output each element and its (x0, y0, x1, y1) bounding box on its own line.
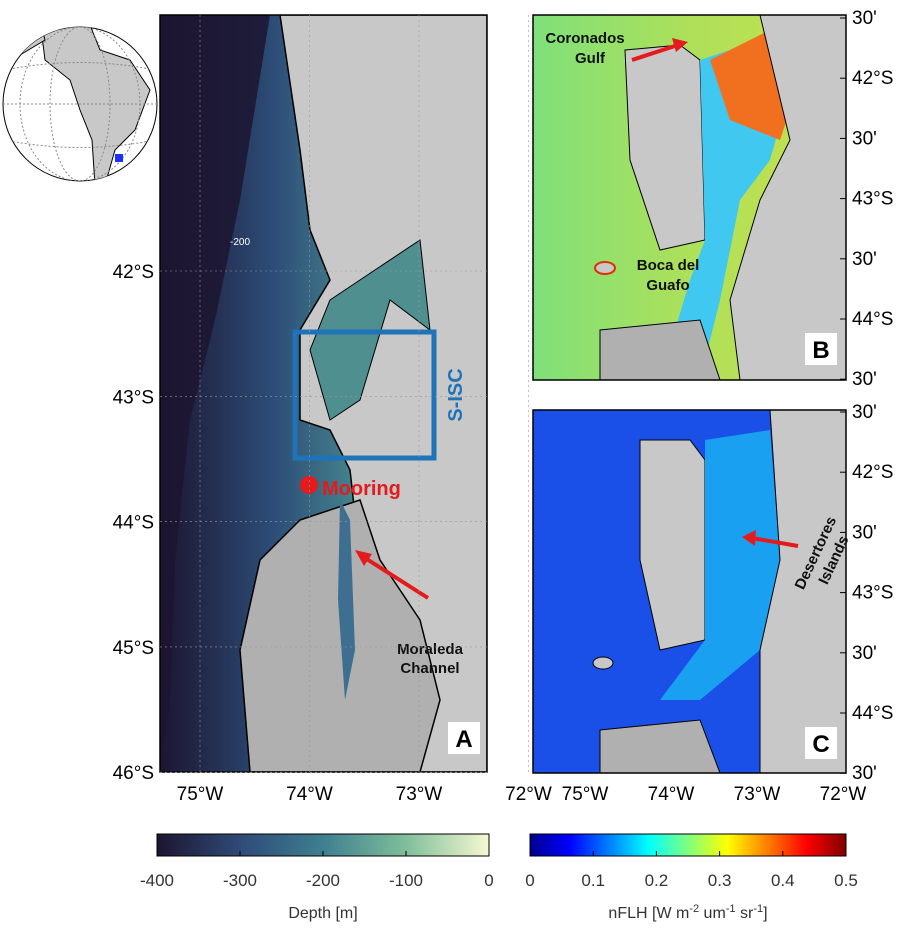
lat-tick-label: 46°S (113, 763, 154, 784)
panel-label: C (812, 731, 829, 758)
colorbar-tick-label: -400 (140, 871, 174, 890)
arrow-head (355, 550, 372, 566)
colorbar-tick-label: 0.1 (581, 871, 605, 890)
lat-tick-label: 42°S (852, 462, 893, 483)
depth-colorbar-label: Depth [m] (288, 905, 357, 922)
lat-tick-label: 44°S (852, 309, 893, 330)
lon-tick-label: 75°W (177, 784, 224, 805)
colorbar-tick-label: 0 (484, 871, 493, 890)
panel-b-map (533, 15, 846, 380)
mooring-label: Mooring (322, 478, 401, 500)
label-part: um (699, 905, 726, 922)
channel-label: Channel (400, 660, 459, 677)
lon-tick-label: 73°W (734, 784, 781, 805)
panel-a-map (160, 15, 487, 772)
panel-label: B (812, 337, 829, 364)
colorbar-tick-label: -100 (389, 871, 423, 890)
mooring-marker (300, 476, 318, 494)
colorbar-tick-label: -300 (223, 871, 257, 890)
lon-tick-label: 72°W (820, 784, 867, 805)
arrow-head (672, 38, 688, 52)
label-part: -1 (753, 903, 763, 915)
lat-tick-label: 30' (852, 522, 877, 543)
label-part: -1 (726, 903, 736, 915)
study-box (292, 329, 437, 461)
arrow (631, 43, 679, 62)
lat-tick-label: 30' (852, 763, 877, 784)
nflh-colorbar (529, 833, 847, 857)
label-part: -2 (689, 903, 699, 915)
boca-label: Guafo (646, 277, 689, 294)
nflh-colorbar-label: nFLH [W m-2 um-1 sr-1] (608, 903, 767, 922)
panel-label-bg (805, 333, 837, 365)
arrow-head (742, 530, 756, 546)
lon-tick-label: 74°W (648, 784, 695, 805)
channel-label: Moraleda (397, 641, 464, 658)
lat-tick-label: 30' (852, 8, 877, 29)
lon-tick-label: 72°W (505, 784, 552, 805)
lon-tick-label: 75°W (562, 784, 609, 805)
gulf-label: Gulf (575, 50, 606, 67)
panel-c-frame (532, 409, 847, 774)
lat-tick-label: 30' (852, 128, 877, 149)
lon-tick-label: 73°W (396, 784, 443, 805)
label-part: nFLH [W m (608, 905, 689, 922)
panel-label: A (455, 726, 472, 753)
boca-label: Boca del (637, 257, 700, 274)
contour-label: -200 (230, 237, 250, 248)
panel-a-frame (159, 14, 488, 773)
lat-tick-label: 42°S (852, 68, 893, 89)
lat-tick-label: 30' (852, 249, 877, 270)
colorbar-tick-label: 0.4 (771, 871, 795, 890)
label-part: sr (736, 905, 754, 922)
colorbar-tick-label: 0.2 (645, 871, 669, 890)
lat-tick-label: 43°S (852, 189, 893, 210)
lat-tick-label: 45°S (113, 638, 154, 659)
colorbar-tick-label: 0.5 (834, 871, 858, 890)
lat-tick-label: 43°S (113, 387, 154, 408)
panel-c-map (533, 410, 846, 773)
colorbar-tick-label: 0 (525, 871, 534, 890)
box-label: S-ISC (445, 368, 467, 421)
lat-tick-label: 43°S (852, 583, 893, 604)
lat-tick-label: 30' (852, 402, 877, 423)
colorbar-tick-label: 0.3 (708, 871, 732, 890)
colorbar-tick-label: -200 (306, 871, 340, 890)
lat-tick-label: 44°S (113, 513, 154, 534)
arrow (360, 554, 430, 600)
lon-tick-label: 74°W (286, 784, 333, 805)
label-part: ] (763, 905, 767, 922)
lat-tick-label: 30' (852, 369, 877, 390)
lat-tick-label: 30' (852, 643, 877, 664)
panel-label-bg (805, 727, 837, 759)
gulf-label: Coronados (545, 30, 624, 47)
inset-globe (2, 26, 158, 182)
lat-tick-label: 42°S (113, 262, 154, 283)
arrow (751, 536, 799, 548)
lat-tick-label: 44°S (852, 703, 893, 724)
panel-b-frame (532, 14, 847, 381)
panel-label-bg (448, 722, 480, 754)
